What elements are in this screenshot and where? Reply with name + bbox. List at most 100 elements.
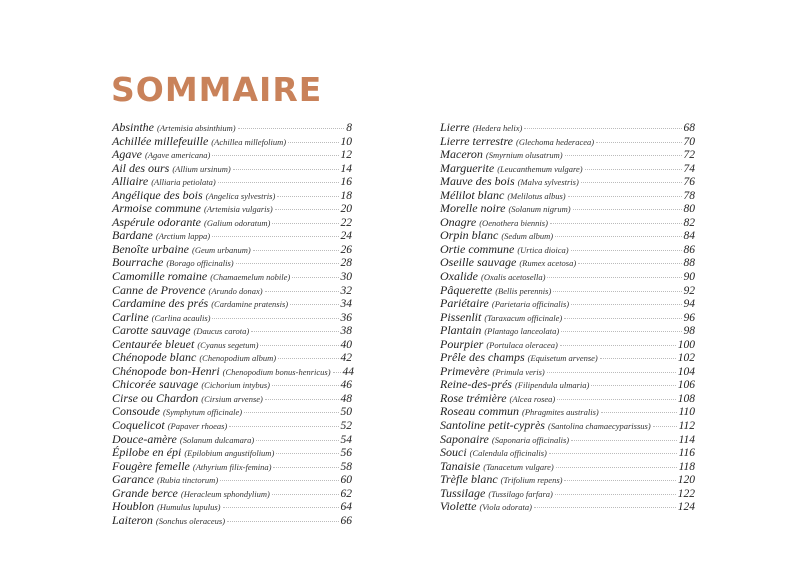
entry-page-number: 110: [678, 406, 695, 419]
toc-entry[interactable]: Ail des ours (Allium ursinum) 14: [112, 161, 352, 176]
toc-entry[interactable]: Laiteron (Sonchus oleraceus) 66: [112, 513, 352, 528]
toc-entry[interactable]: Onagre (Oenothera biennis) 82: [440, 214, 695, 230]
toc-entry[interactable]: Carline (Carlina acaulis) 36: [112, 310, 353, 325]
toc-entry[interactable]: Coquelicot (Papaver rhoeas) 52: [112, 418, 352, 433]
toc-entry[interactable]: Benoîte urbaine (Geum urbanum) 26: [112, 242, 352, 257]
dot-leader: [244, 412, 339, 414]
entry-name: Mélilot blanc: [440, 187, 505, 202]
dot-leader: [580, 182, 682, 184]
toc-entry[interactable]: Armoise commune (Artemisia vulgaris) 20: [112, 202, 352, 216]
toc-entry[interactable]: Absinthe (Artemisia absinthium) 8: [112, 120, 352, 135]
entry-page-number: 74: [683, 162, 696, 175]
dot-leader: [332, 371, 341, 373]
dot-leader: [571, 439, 677, 441]
toc-entry[interactable]: Ortie commune (Urtica dioica) 86: [440, 242, 696, 257]
toc-entry[interactable]: Reine-des-prés (Filipendula ulmaria) 106: [440, 378, 695, 392]
toc-entry[interactable]: Centaurée bleuet (Cyanus segetum) 40: [112, 337, 352, 352]
entry-name: Lierre: [440, 120, 470, 134]
toc-entry[interactable]: Plantain (Plantago lanceolata) 98: [440, 324, 695, 338]
toc-entry[interactable]: Houblon (Humulus lupulus) 64: [112, 500, 352, 514]
toc-entry[interactable]: Aspérule odorante (Galium odoratum) 22: [112, 215, 353, 230]
toc-entry[interactable]: Chicorée sauvage (Cichorium intybus) 46: [112, 378, 352, 392]
entry-page-number: 44: [342, 365, 355, 378]
toc-entry[interactable]: Mauve des bois (Malva sylvestris) 76: [440, 175, 695, 189]
toc-entry[interactable]: Chénopode blanc (Chenopodium album) 42: [112, 351, 352, 365]
dot-leader: [256, 439, 339, 441]
toc-entry[interactable]: Lierre terrestre (Glechoma hederacea) 70: [440, 134, 696, 149]
entry-name: Armoise commune: [112, 201, 201, 216]
entry-page-number: 64: [340, 501, 353, 514]
entry-latin-name: (Allium ursinum): [172, 163, 231, 174]
toc-entry[interactable]: Achillée millefeuille (Achillea millefoli…: [112, 134, 352, 149]
toc-entry[interactable]: Trèfle blanc (Trifolium repens) 120: [440, 473, 695, 487]
toc-entry[interactable]: Cirse ou Chardon (Cirsium arvense) 48: [112, 391, 352, 406]
toc-entry[interactable]: Orpin blanc (Sedum album) 84: [440, 229, 695, 243]
entry-page-number: 80: [683, 203, 696, 216]
toc-entry[interactable]: Mélilot blanc (Melilotus albus) 78: [440, 187, 695, 203]
entry-page-number: 86: [683, 243, 696, 256]
toc-entry[interactable]: Oxalide (Oxalis acetosella) 90: [440, 269, 695, 284]
toc-entry[interactable]: Rose trémière (Alcea rosea) 108: [440, 391, 695, 406]
toc-entry[interactable]: Fougère femelle (Athyrium filix-femina) 58: [112, 459, 352, 474]
toc-entry[interactable]: Violette (Viola odorata) 124: [440, 500, 695, 514]
toc-entry[interactable]: Roseau commun (Phragmites australis) 110: [440, 405, 695, 419]
toc-entry[interactable]: Épilobe en épi (Epilobium angustifolium) 5…: [112, 446, 352, 460]
entry-page-number: 22: [340, 216, 353, 229]
toc-entry[interactable]: Maceron (Smyrnium olusatrum) 72: [440, 148, 695, 162]
toc-entry[interactable]: Tanaisie (Tanacetum vulgare) 118: [440, 459, 695, 474]
toc-entry[interactable]: Carotte sauvage (Daucus carota) 38: [112, 324, 352, 338]
entry-name: Marguerite: [440, 160, 495, 175]
entry-page-number: 76: [683, 176, 696, 189]
dot-leader: [212, 236, 339, 238]
dot-leader: [232, 168, 339, 170]
toc-entry[interactable]: Tussilage (Tussilago farfara) 122: [440, 486, 695, 501]
entry-page-number: 112: [678, 420, 695, 433]
toc-entry[interactable]: Camomille romaine (Chamaemelum nobile) 30: [112, 269, 352, 284]
entry-page-number: 36: [340, 311, 353, 324]
toc-entry[interactable]: Agave (Agave americana) 12: [112, 148, 352, 162]
entry-name: Reine-des-prés: [440, 377, 512, 392]
toc-entry[interactable]: Souci (Calendula officinalis) 116: [440, 446, 695, 460]
entry-latin-name: (Carlina acaulis): [151, 312, 211, 323]
toc-entry[interactable]: Angélique des bois (Angelica sylvestris) 1…: [112, 188, 352, 203]
toc-entry[interactable]: Pourpier (Portulaca oleracea) 100: [440, 337, 695, 352]
entry-page-number: 108: [677, 392, 695, 405]
toc-entry[interactable]: Pariétaire (Parietaria officinalis) 94: [440, 297, 695, 311]
toc-entry[interactable]: Santoline petit-cyprès (Santolina chamaec…: [440, 418, 695, 433]
entry-page-number: 28: [340, 257, 353, 270]
entry-page-number: 70: [683, 135, 696, 148]
entry-page-number: 96: [683, 311, 696, 324]
dot-leader: [272, 385, 339, 387]
toc-entry[interactable]: Bourrache (Borago officinalis) 28: [112, 256, 352, 270]
dot-leader: [251, 331, 339, 333]
entry-name: Canne de Provence: [112, 282, 206, 297]
toc-entry[interactable]: Pissenlit (Taraxacum officinale) 96: [440, 310, 696, 325]
toc-entry[interactable]: Garance (Rubia tinctorum) 60: [112, 473, 352, 487]
toc-entry[interactable]: Morelle noire (Solanum nigrum) 80: [440, 202, 695, 216]
entry-name: Onagre: [440, 214, 477, 229]
toc-entry[interactable]: Marguerite (Leucanthemum vulgare) 74: [440, 160, 696, 176]
toc-entry[interactable]: Lierre (Hedera helix) 68: [440, 120, 695, 135]
entry-page-number: 56: [340, 447, 353, 460]
toc-entry[interactable]: Chénopode bon-Henri (Chenopodium bonus-he…: [112, 364, 355, 379]
toc-entry[interactable]: Canne de Provence (Arundo donax) 32: [112, 282, 352, 298]
toc-entry[interactable]: Consoude (Symphytum officinale) 50: [112, 405, 352, 419]
toc-entry[interactable]: Saponaire (Saponaria officinalis) 114: [440, 432, 695, 447]
toc-entry[interactable]: Bardane (Arctium lappa) 24: [112, 229, 352, 243]
toc-entry[interactable]: Cardamine des prés (Cardamine pratensis) 3…: [112, 297, 352, 311]
dot-leader: [278, 358, 339, 360]
dot-leader: [235, 263, 339, 265]
toc-entry[interactable]: Prêle des champs (Equisetum arvense) 102: [440, 351, 695, 365]
toc-entry[interactable]: Oseille sauvage (Rumex acetosa) 88: [440, 256, 695, 270]
entry-latin-name: (Chamaemelum nobile): [210, 272, 291, 283]
toc-entry[interactable]: Douce-amère (Solanum dulcamara) 54: [112, 432, 352, 447]
toc-entry[interactable]: Grande berce (Heracleum sphondylium) 62: [112, 486, 352, 501]
entry-name: Camomille romaine: [112, 269, 208, 284]
entry-latin-name: (Papaver rhoeas): [167, 421, 228, 432]
toc-entry[interactable]: Pâquerette (Bellis perennis) 92: [440, 283, 695, 298]
dot-leader: [227, 520, 339, 522]
toc-entry[interactable]: Primevère (Primula veris) 104: [440, 364, 695, 379]
toc-entry[interactable]: Alliaire (Alliaria petiolata) 16: [112, 175, 352, 189]
entry-name: Souci: [440, 445, 467, 460]
entry-name: Bardane: [112, 228, 153, 243]
